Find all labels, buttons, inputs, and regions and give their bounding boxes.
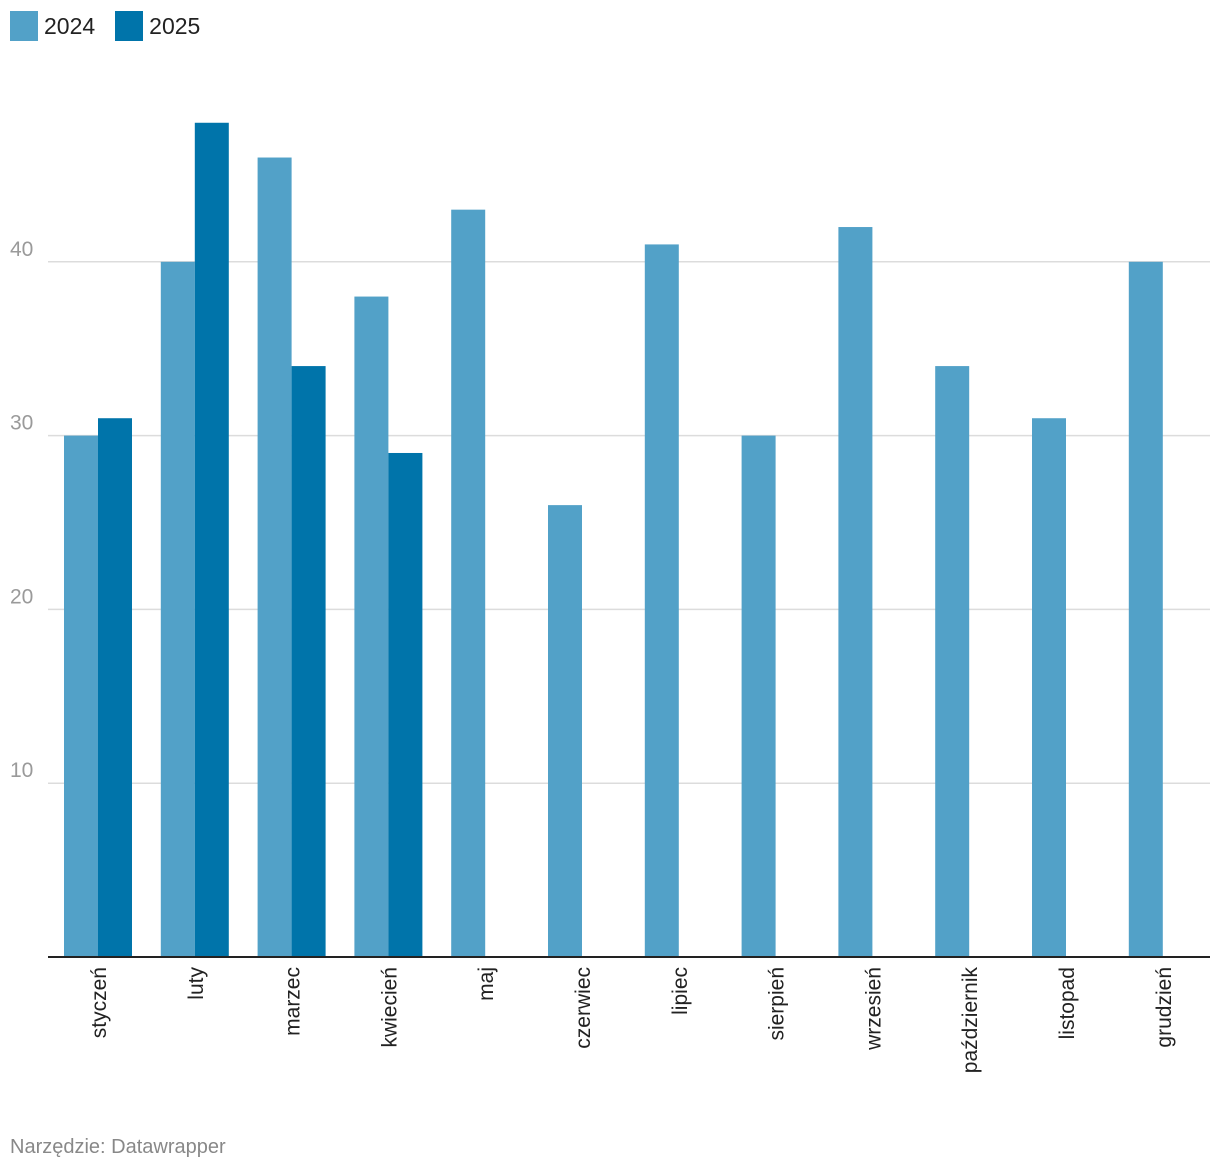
x-tick-label-kwiecień: kwiecień: [378, 967, 401, 1048]
x-tick-label-wrzesień: wrzesień: [862, 967, 885, 1051]
legend-swatch-2024: [10, 11, 38, 41]
bar-2025-kwiecień: [388, 452, 423, 957]
x-tick-label-styczeń: styczeń: [88, 967, 111, 1038]
bar-2025-styczeń: [98, 418, 132, 958]
legend-swatch-2025: [115, 11, 144, 41]
legend-label-2025: 2025: [149, 12, 201, 39]
bar-2024-lipiec: [644, 244, 679, 958]
bar-2024-czerwiec: [548, 505, 582, 957]
legend: 2024 2025: [10, 11, 220, 41]
bar-2024-listopad: [1032, 418, 1066, 958]
bar-2024-luty: [160, 261, 195, 957]
x-tick-label-listopad: listopad: [1056, 967, 1079, 1039]
bar-2024-grudzień: [1128, 261, 1163, 957]
x-tick-label-marzec: marzec: [282, 967, 305, 1036]
category-labels: styczeń luty marzec kwiecień maj czerwiec lipi…: [88, 967, 1176, 1074]
bar-2025-luty: [194, 122, 229, 957]
legend-label-2024: 2024: [44, 12, 96, 39]
x-tick-label-październik: październik: [959, 967, 982, 1074]
x-tick-label-sierpień: sierpień: [766, 967, 789, 1041]
y-tick-label: 30: [10, 412, 33, 435]
x-tick-label-lipiec: lipiec: [669, 967, 692, 1015]
bar-2024-marzec: [257, 157, 292, 957]
bar-2024-styczeń: [64, 435, 98, 958]
gridlines: 10 20 30 40: [10, 238, 1210, 784]
legend-item-2024: 2024: [10, 11, 95, 41]
legend-item-2025: 2025: [115, 11, 200, 41]
bar-2024-maj: [451, 209, 486, 957]
bar-2024-sierpień: [741, 435, 776, 958]
x-tick-label-grudzień: grudzień: [1153, 967, 1176, 1048]
y-tick-label: 10: [10, 759, 33, 782]
bar-2024-październik: [935, 366, 970, 958]
bars: [64, 122, 1163, 958]
bar-2025-marzec: [291, 366, 326, 958]
bar-2024-wrzesień: [838, 227, 873, 958]
y-tick-label: 40: [10, 238, 33, 261]
bar-chart: 10 20 30 40 styczeń luty marzec kwiecień maj cze…: [10, 122, 1210, 1074]
bar-2024-kwiecień: [354, 296, 389, 957]
y-tick-label: 20: [10, 585, 33, 608]
x-tick-label-czerwiec: czerwiec: [572, 967, 595, 1049]
x-tick-label-maj: maj: [475, 967, 498, 1001]
x-tick-label-luty: luty: [185, 967, 208, 1000]
source-note: Narzędzie: Datawrapper: [10, 1136, 226, 1158]
